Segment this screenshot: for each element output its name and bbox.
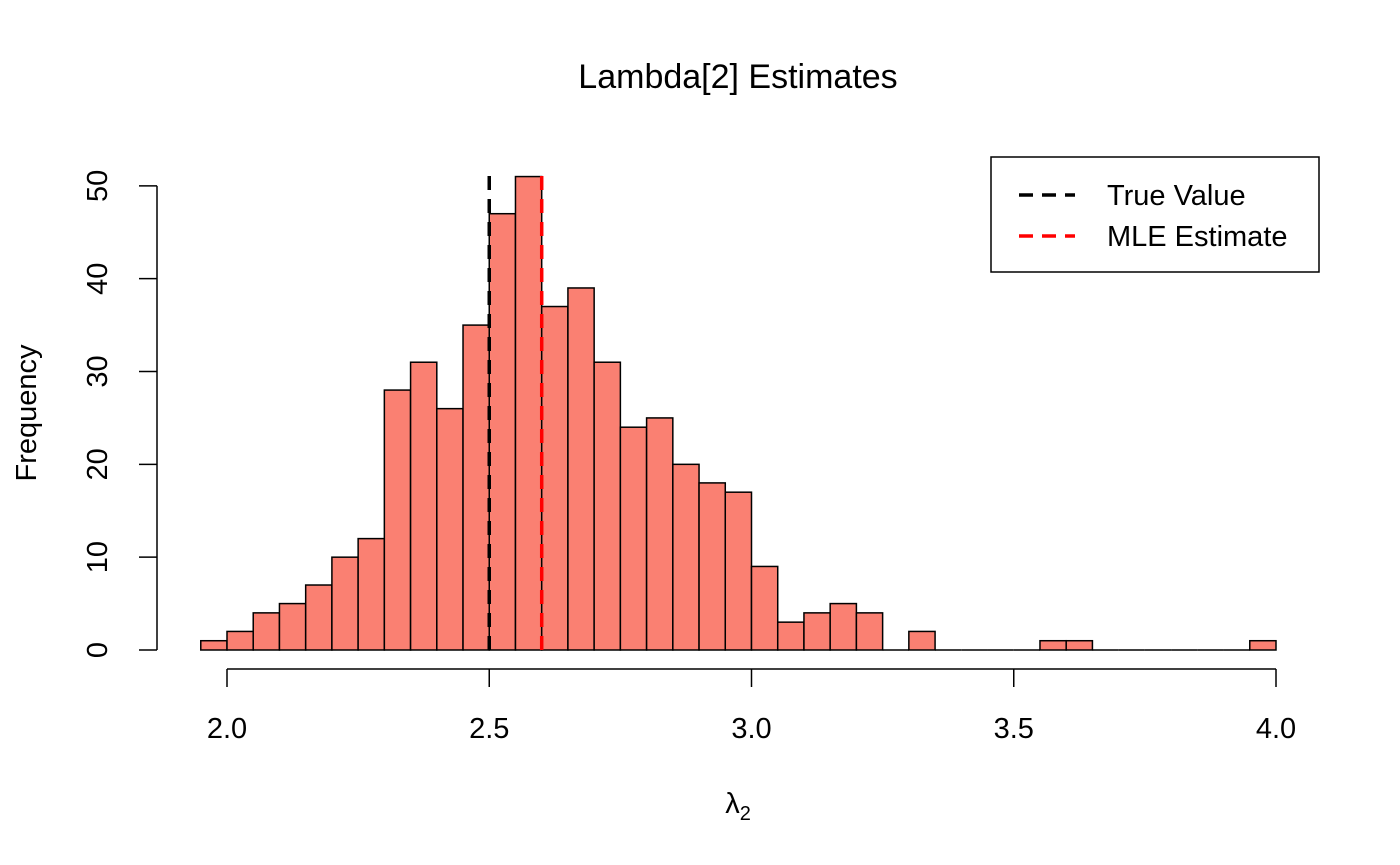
histogram-bar [252, 612, 281, 651]
histogram-bar [567, 287, 595, 651]
x-axis: 2.0 2.5 3.0 3.5 4.0 [207, 668, 1296, 745]
histogram-bar [776, 621, 805, 651]
x-axis-label-symbol: λ [725, 788, 740, 820]
histogram-bar [645, 417, 674, 651]
x-tick-label: 2.5 [469, 713, 509, 745]
y-axis-label: Frequency [11, 344, 43, 482]
x-tick-label: 3.0 [731, 713, 771, 745]
histogram-bar [619, 426, 648, 651]
chart-title: Lambda[2] Estimates [578, 58, 897, 96]
y-tick-label: 30 [82, 355, 114, 387]
histogram-bar [226, 630, 254, 651]
histogram-bar [672, 463, 700, 651]
histogram-bar [409, 361, 438, 651]
histogram-bar [750, 565, 779, 651]
y-tick-label: 10 [82, 541, 114, 573]
legend-box [990, 156, 1320, 273]
histogram-bar [383, 389, 412, 651]
bar-group [200, 175, 1277, 651]
y-axis: 0 10 20 30 40 50 [82, 170, 158, 658]
y-tick-label: 0 [82, 642, 114, 658]
histogram-bar [1065, 639, 1094, 651]
histogram-bar [829, 602, 858, 651]
x-tick-label: 3.5 [994, 713, 1034, 745]
histogram-bar [908, 630, 936, 651]
histogram-bar [436, 407, 464, 651]
legend-label-mle-estimate: MLE Estimate [1107, 221, 1288, 253]
histogram-bar [855, 612, 884, 651]
histogram-bar [304, 584, 333, 651]
histogram-bar [278, 602, 307, 651]
x-axis-label: λ2 [725, 788, 751, 825]
histogram-bar [540, 305, 569, 651]
histogram-bar [331, 556, 359, 651]
histogram-bar [462, 324, 490, 651]
histogram-bar [514, 175, 543, 651]
histogram-bar [1039, 639, 1067, 651]
y-tick-label: 50 [82, 170, 114, 202]
histogram-bar [488, 212, 517, 651]
legend-label-true-value: True Value [1107, 180, 1246, 212]
x-tick-label: 4.0 [1256, 713, 1296, 745]
histogram-bar [593, 361, 622, 651]
reference-lines [487, 172, 544, 650]
histogram-bar [803, 612, 831, 651]
histogram-bar [724, 491, 753, 651]
y-tick-label: 20 [82, 448, 114, 480]
histogram-bar [200, 639, 228, 651]
y-tick-label: 40 [82, 263, 114, 295]
x-tick-label: 2.0 [207, 713, 247, 745]
histogram-bar [1249, 639, 1277, 651]
histogram-bar [357, 537, 386, 651]
x-axis-label-subscript: 2 [740, 803, 751, 825]
legend: True Value MLE Estimate [990, 156, 1320, 273]
histogram-bar [698, 482, 727, 651]
